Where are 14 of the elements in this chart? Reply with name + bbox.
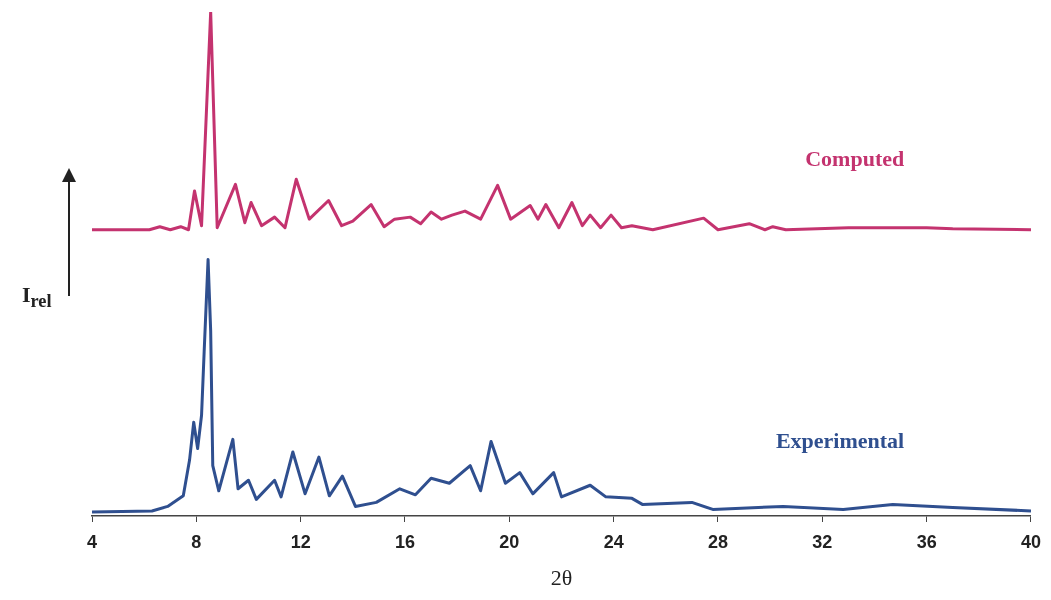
x-axis-title: 2θ bbox=[550, 564, 573, 590]
x-tick-label: 20 bbox=[499, 531, 520, 552]
x-tick-label: 24 bbox=[603, 531, 624, 552]
x-tick-label: 12 bbox=[290, 531, 311, 552]
x-tick-label: 4 bbox=[86, 531, 98, 552]
x-tick-label: 28 bbox=[707, 531, 729, 552]
text: Computed bbox=[805, 146, 905, 172]
y-axis-title: I$_{rel}$ bbox=[22, 282, 52, 313]
x-tick-label: 36 bbox=[916, 531, 937, 552]
x-tick-label: 40 bbox=[1020, 531, 1041, 552]
x-tick-label: 8 bbox=[191, 531, 202, 552]
x-tick-label: 16 bbox=[394, 531, 416, 552]
x-tick-label: 32 bbox=[812, 531, 833, 552]
text: Experimental bbox=[775, 427, 905, 453]
